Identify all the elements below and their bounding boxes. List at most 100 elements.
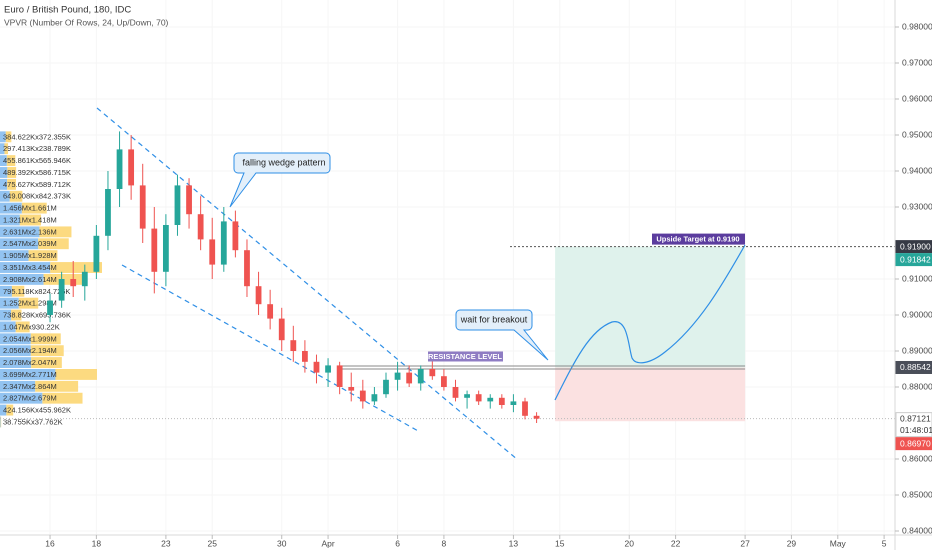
vp-label: 297.413Kx238.789K — [3, 144, 71, 153]
vp-down-bar — [35, 380, 79, 392]
price-label-box — [895, 240, 932, 254]
vp-label: 1.456Mx1.661M — [3, 204, 57, 213]
vp-label: 424.156Kx455.962K — [3, 406, 71, 415]
price-label: 0.88542 — [900, 362, 931, 372]
x-tick-label: 16 — [45, 538, 55, 548]
candle-body — [429, 369, 436, 377]
x-tick-label: 8 — [442, 538, 447, 548]
candle-body — [522, 401, 528, 416]
drawings — [0, 107, 895, 461]
vp-down-bar — [42, 392, 83, 404]
chart-title: Euro / British Pound, 180, IDC — [4, 5, 131, 16]
vp-label: 738.828Kx695.736K — [3, 311, 71, 320]
y-tick-label: 0.90000 — [902, 309, 932, 319]
candle-body — [58, 279, 65, 301]
vp-up-bar — [0, 202, 22, 214]
breakout-label: wait for breakout — [460, 314, 528, 324]
vp-label: 649.008Kx842.373K — [3, 192, 71, 201]
candle-body — [417, 369, 424, 384]
vp-down-bar — [31, 357, 62, 368]
candles — [47, 131, 540, 423]
vp-down-bar — [21, 202, 47, 214]
y-tick-label: 0.96000 — [902, 93, 932, 103]
vp-up-bar — [0, 273, 44, 285]
candle-body — [510, 401, 517, 405]
candle-body — [186, 185, 192, 215]
breakout-callout — [455, 309, 549, 361]
candle-body — [197, 214, 204, 240]
candle-body — [209, 239, 216, 265]
vp-down-bar — [5, 131, 12, 143]
y-tick-label: 0.88000 — [902, 381, 932, 391]
x-tick-label: 25 — [207, 538, 217, 548]
indicator-title: VPVR (Number Of Rows, 24, Up/Down, 70) — [4, 17, 169, 27]
vp-up-bar — [0, 404, 7, 416]
candle-body — [220, 221, 227, 265]
vp-down-bar — [4, 143, 9, 155]
candle-body — [290, 340, 297, 351]
vp-label: 475.627Kx589.712K — [3, 180, 71, 189]
vp-down-bar — [6, 155, 16, 167]
vp-label: 489.392Kx586.715K — [3, 168, 71, 177]
candle-body — [255, 286, 262, 305]
candle-body — [244, 250, 250, 287]
candle-body — [359, 390, 366, 402]
vp-down-bar — [55, 369, 97, 380]
price-label: 0.91900 — [900, 241, 931, 251]
vp-up-bar — [0, 167, 8, 178]
vp-down-bar — [18, 297, 39, 309]
vp-up-bar — [0, 357, 32, 368]
vp-label: 2.054Mx1.999M — [3, 334, 57, 343]
vp-label: 384.622Kx372.355K — [3, 132, 71, 141]
candle-body — [394, 372, 401, 380]
vp-down-bar — [15, 321, 30, 333]
target-label: Upside Target at 0.9190 — [656, 235, 739, 244]
x-tick-label: 5 — [882, 538, 887, 548]
vp-up-bar — [0, 226, 40, 238]
vp-up-bar — [0, 345, 31, 357]
vp-down-bar — [50, 262, 102, 273]
vp-up-bar — [0, 285, 12, 297]
vp-label: 2.908Mx2.614M — [3, 275, 57, 284]
x-tick-label: 29 — [787, 538, 797, 548]
candle-body — [313, 361, 320, 373]
vp-label: 2.631Mx2.136M — [3, 227, 57, 236]
candle-body — [487, 397, 494, 402]
vp-down-bar — [6, 404, 14, 416]
vp-up-bar — [0, 380, 36, 392]
candle-body — [70, 279, 77, 287]
vp-up-bar — [0, 262, 51, 273]
resistance-label: RESISTANCE LEVEL — [428, 352, 502, 361]
vp-label: 1.047Mx930.22K — [3, 322, 60, 331]
vp-up-bar — [0, 416, 1, 428]
candle-body — [278, 318, 285, 341]
x-tick-label: May — [830, 538, 847, 548]
candle-body — [371, 394, 378, 402]
vp-label: 3.699Mx2.771M — [3, 370, 57, 379]
candle-body — [232, 221, 239, 251]
candle-body — [336, 365, 343, 387]
resistance-tag — [428, 351, 503, 362]
vp-label: 2.547Mx2.039M — [3, 239, 57, 248]
vp-up-bar — [0, 333, 31, 345]
vp-label: 3.351Mx3.454M — [3, 263, 57, 272]
candle-body — [174, 185, 181, 225]
vp-down-bar — [7, 178, 16, 190]
vp-down-bar — [9, 190, 23, 202]
wedge-upper — [96, 107, 519, 461]
vp-up-bar — [0, 190, 10, 202]
vp-label: 2.078Mx2.047M — [3, 358, 57, 367]
price-label-box — [895, 253, 932, 267]
target-tag — [652, 233, 745, 245]
candle-body — [475, 394, 482, 402]
y-tick-label: 0.98000 — [902, 21, 932, 31]
x-tick-label: 18 — [92, 538, 102, 548]
y-tick-label: 0.94000 — [902, 165, 932, 175]
vp-up-bar — [0, 297, 19, 309]
candle-body — [325, 365, 331, 373]
y-tick-label: 0.86000 — [902, 453, 932, 463]
price-label: 0.86970 — [900, 438, 931, 448]
candle-body — [452, 387, 459, 398]
x-tick-label: 22 — [671, 538, 681, 548]
